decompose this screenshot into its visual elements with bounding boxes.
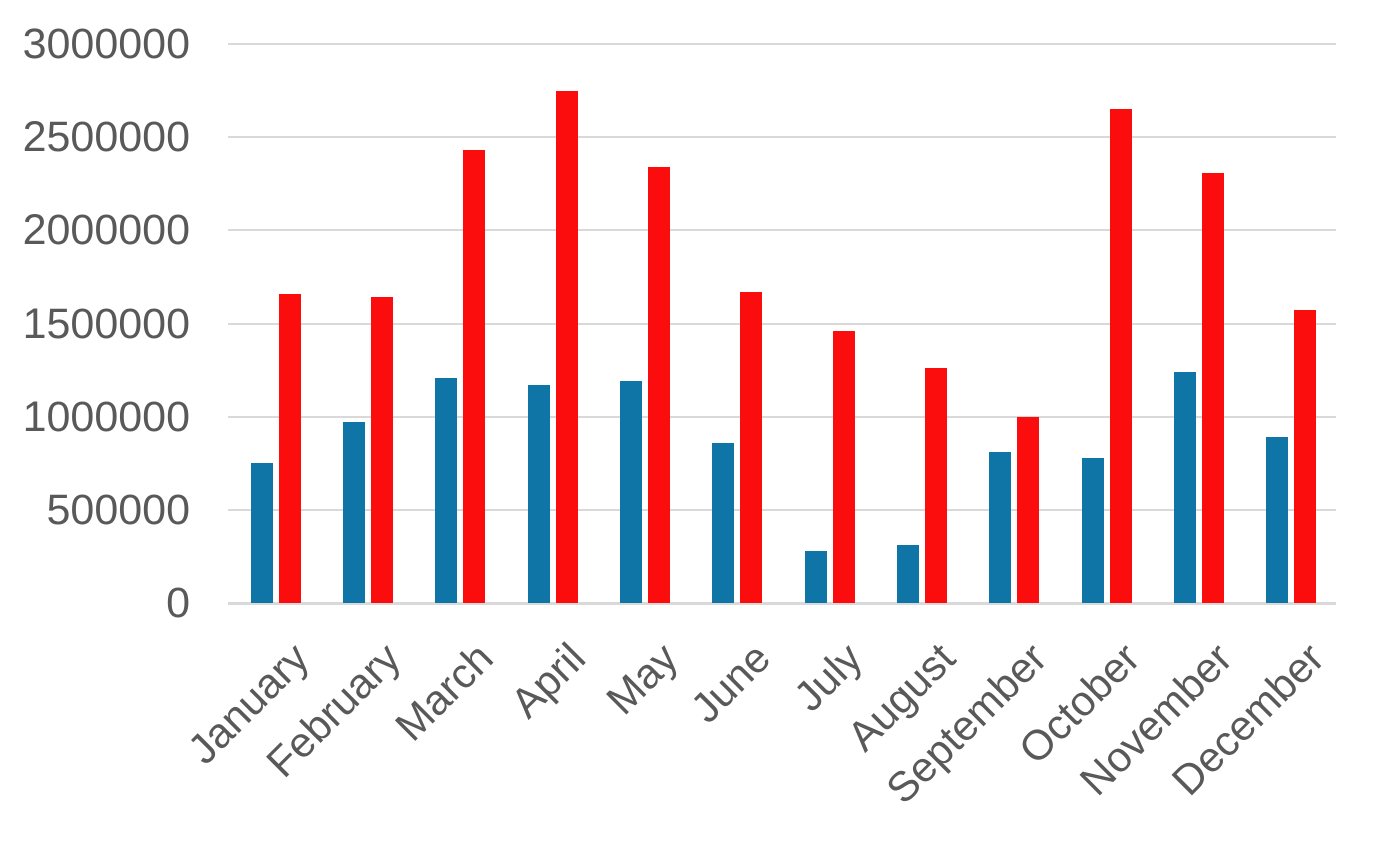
gridline bbox=[228, 43, 1336, 45]
y-axis-tick-label: 2000000 bbox=[22, 206, 190, 255]
bar-october-blue bbox=[1081, 457, 1104, 603]
x-axis-label-april: April bbox=[501, 633, 595, 727]
bar-march-red bbox=[463, 150, 486, 603]
x-axis-line bbox=[228, 602, 1336, 605]
bar-june-blue bbox=[712, 442, 735, 603]
y-axis-tick-label: 2500000 bbox=[22, 113, 190, 162]
bar-october-red bbox=[1109, 109, 1132, 603]
bar-february-blue bbox=[342, 422, 365, 603]
bar-november-blue bbox=[1173, 371, 1196, 603]
bar-july-red bbox=[832, 330, 855, 603]
gridline bbox=[228, 508, 1336, 511]
x-axis-label-june: June bbox=[681, 633, 779, 732]
bar-june-red bbox=[740, 291, 763, 603]
y-axis-tick-label: 0 bbox=[166, 579, 190, 627]
bar-august-red bbox=[924, 368, 947, 603]
bar-july-blue bbox=[804, 550, 827, 603]
bar-may-red bbox=[647, 166, 670, 603]
bar-february-red bbox=[370, 297, 393, 603]
bar-april-red bbox=[555, 90, 578, 603]
bar-september-blue bbox=[989, 452, 1012, 603]
bar-september-red bbox=[1017, 416, 1040, 603]
bar-august-blue bbox=[896, 545, 919, 603]
bar-january-blue bbox=[250, 463, 273, 603]
gridline bbox=[228, 229, 1336, 232]
y-axis-tick-label: 1500000 bbox=[22, 299, 190, 348]
bar-november-red bbox=[1201, 172, 1224, 603]
y-axis-tick-label: 1000000 bbox=[22, 392, 190, 441]
bar-april-blue bbox=[527, 385, 550, 603]
gridline bbox=[228, 322, 1336, 325]
gridline bbox=[228, 415, 1336, 418]
bar-january-red bbox=[278, 293, 301, 603]
gridline bbox=[228, 136, 1336, 139]
plot-area bbox=[228, 43, 1336, 605]
bar-december-blue bbox=[1266, 437, 1289, 603]
bar-may-blue bbox=[619, 381, 642, 603]
x-axis-label-march: March bbox=[386, 633, 502, 750]
y-axis-tick-label: 3000000 bbox=[22, 20, 190, 68]
bar-march-blue bbox=[435, 377, 458, 603]
x-axis-label-may: May bbox=[597, 633, 687, 724]
y-axis-tick-label: 500000 bbox=[46, 485, 191, 534]
bar-december-red bbox=[1294, 310, 1317, 603]
